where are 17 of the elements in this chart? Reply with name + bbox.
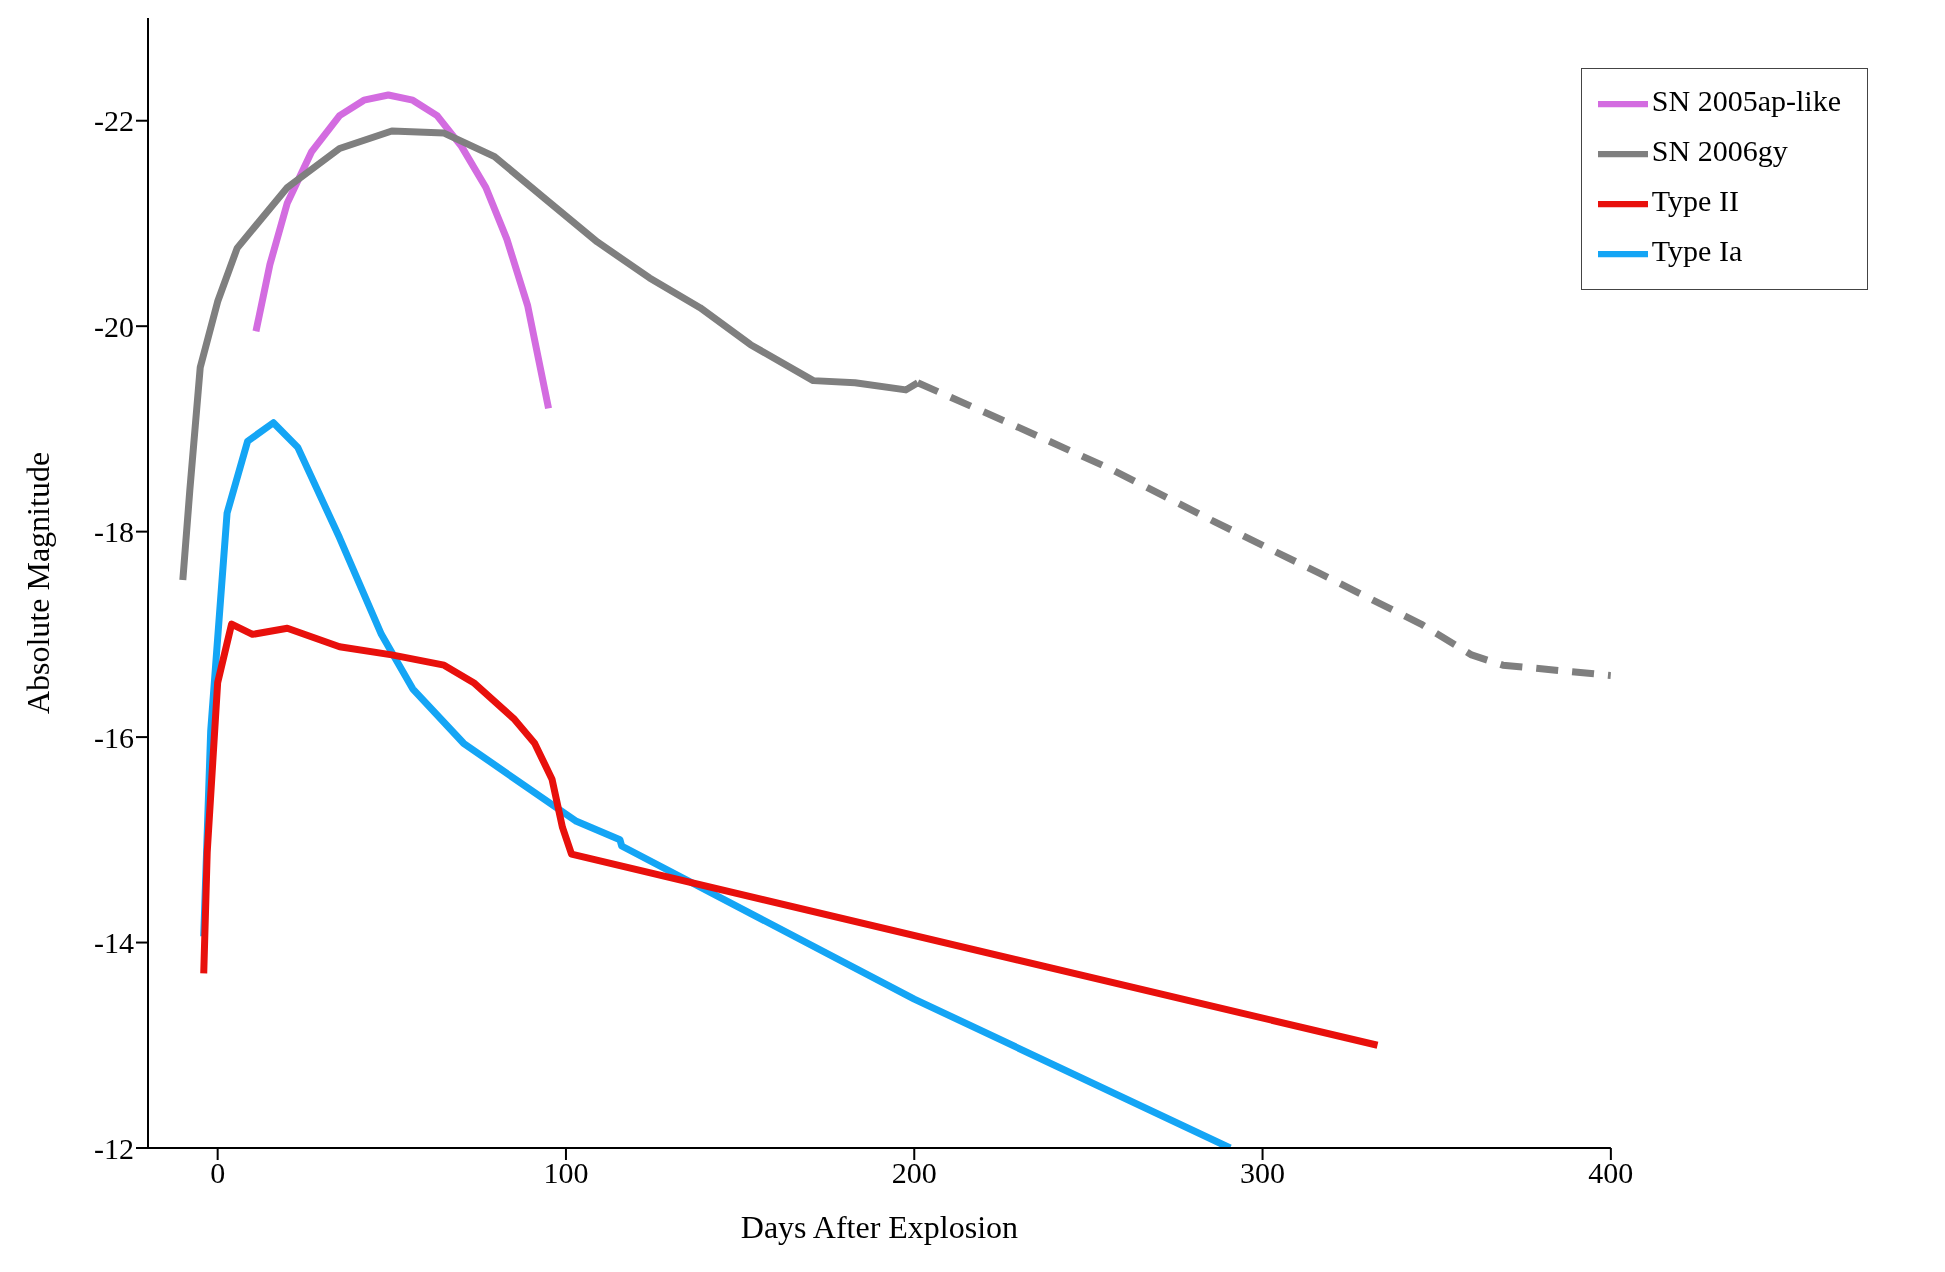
legend-label: Type Ia	[1651, 233, 1743, 267]
x-axis-title: Days After Explosion	[740, 1209, 1019, 1245]
y-axis-title: Absolute Magnitude	[20, 451, 57, 715]
y-tick-label: -16	[94, 720, 134, 754]
y-tick-label: -22	[94, 104, 134, 138]
x-tick-label: 0	[210, 1156, 226, 1190]
y-tick-label: -20	[94, 309, 134, 343]
legend-label: Type II	[1651, 183, 1739, 217]
y-tick-label: -12	[94, 1131, 134, 1165]
x-tick-label: 300	[1240, 1156, 1286, 1190]
y-tick-label: -18	[94, 515, 134, 549]
x-tick-label: 200	[891, 1156, 937, 1190]
y-tick-label: -14	[94, 926, 134, 960]
legend-label: SN 2006gy	[1651, 133, 1788, 167]
x-tick-label: 100	[543, 1156, 589, 1190]
legend-label: SN 2005ap-like	[1651, 83, 1841, 117]
x-tick-label: 400	[1588, 1156, 1634, 1190]
